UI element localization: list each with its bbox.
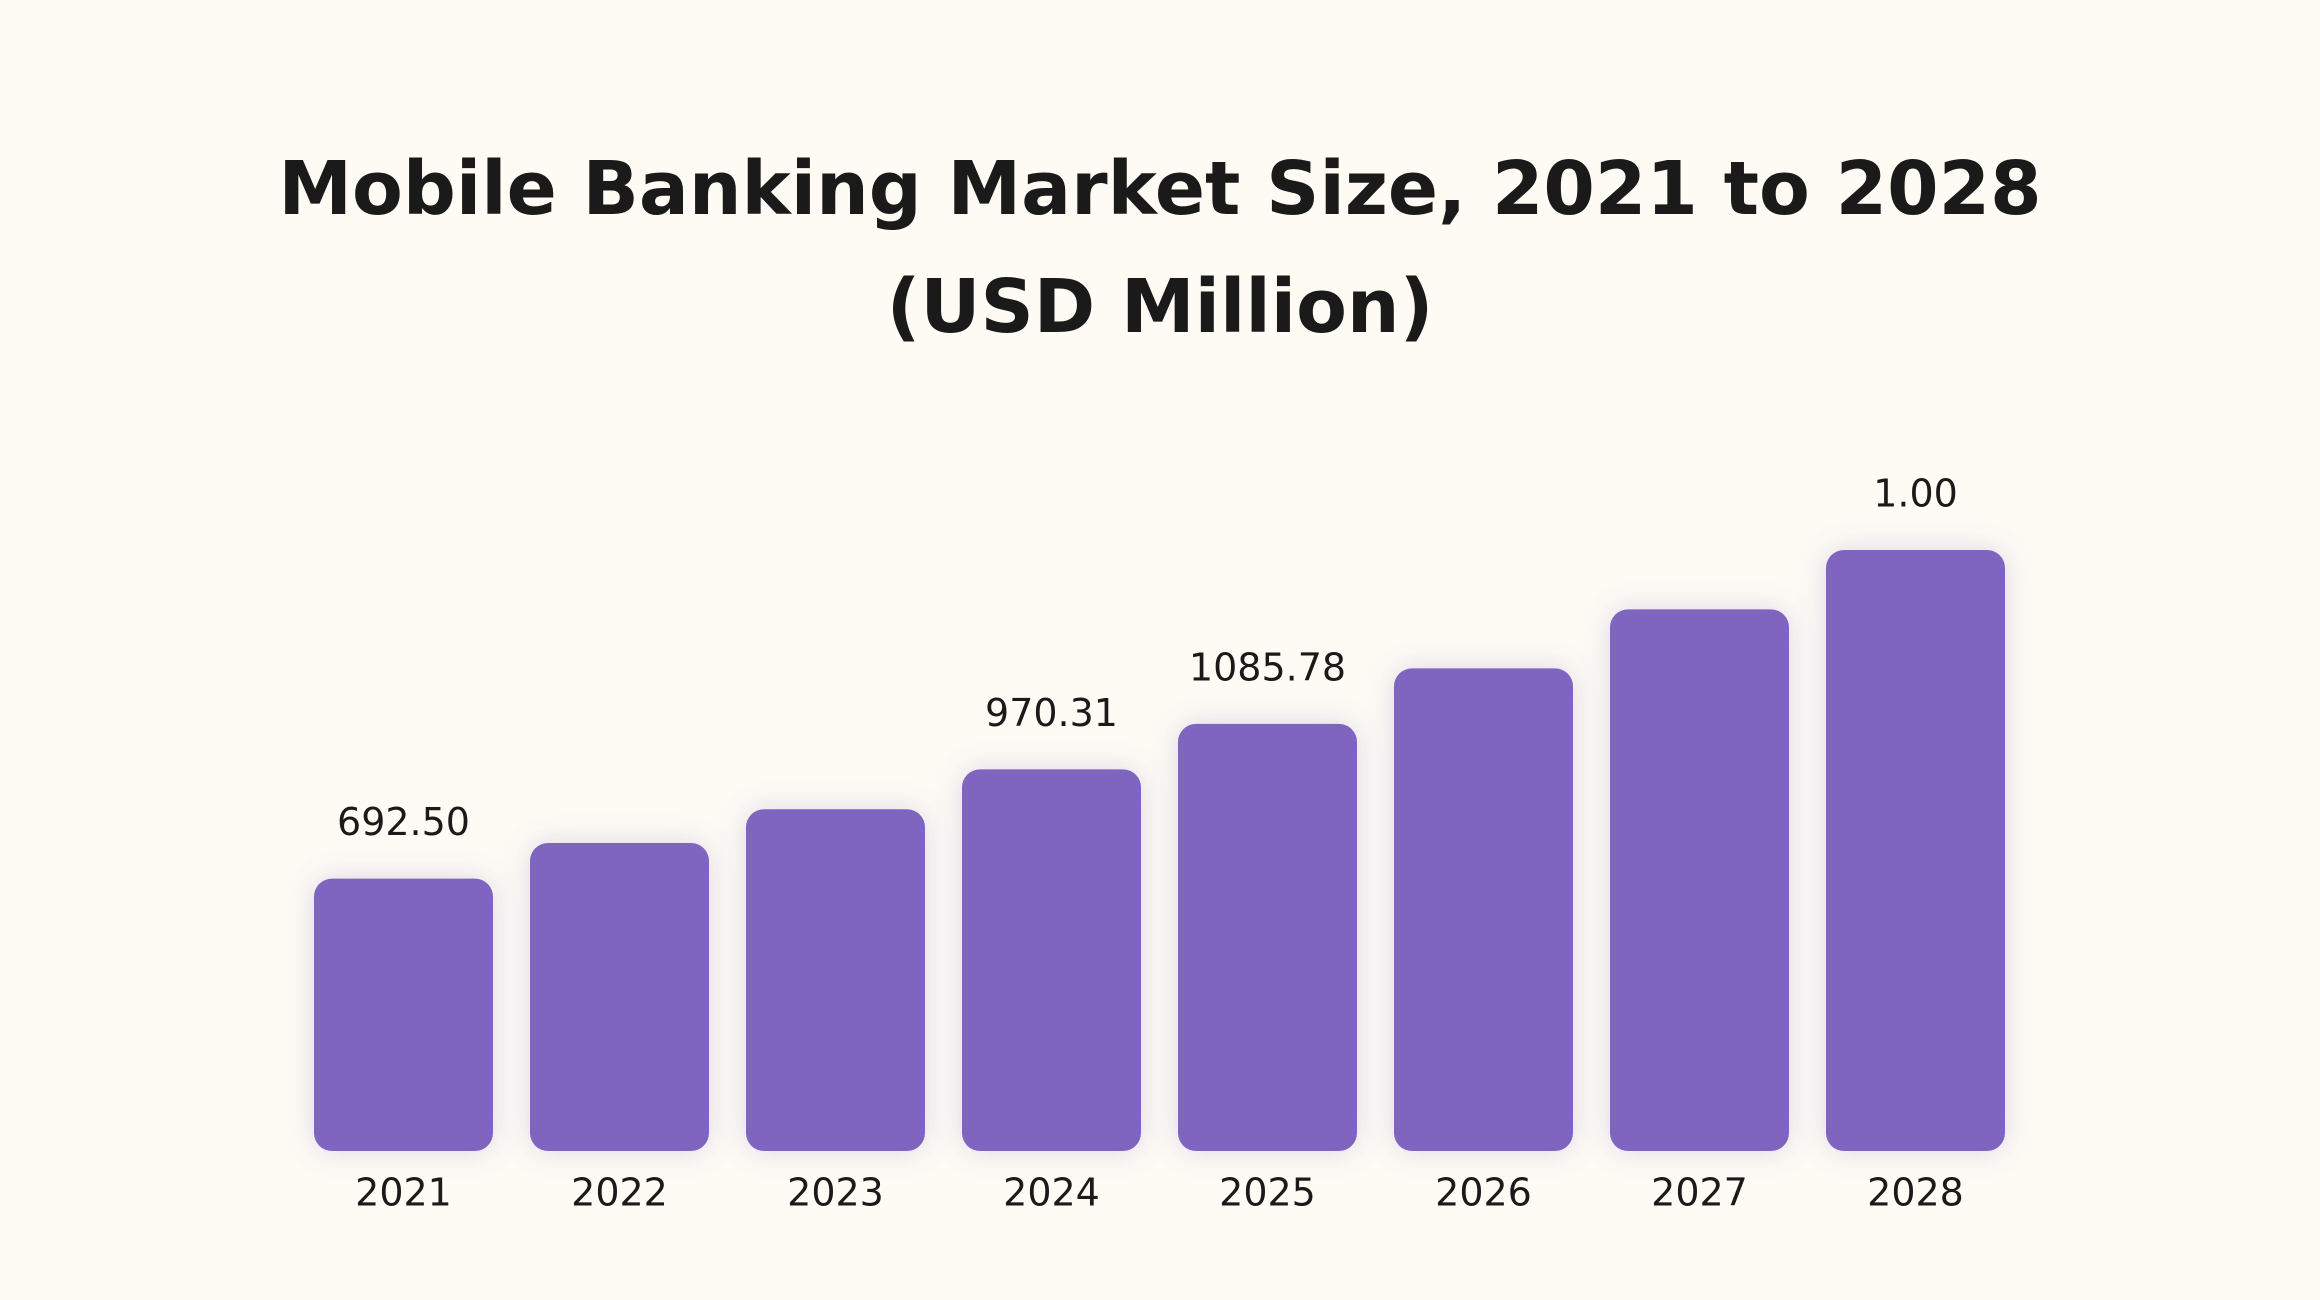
bar [1394,668,1573,1151]
x-tick-label: 2021 [355,1171,452,1215]
bar [746,809,925,1151]
bar [1178,723,1357,1151]
x-tick-label: 2024 [1003,1171,1100,1215]
bar [962,769,1141,1151]
value-label: 692.50 [337,800,470,844]
chart-title: Mobile Banking Market Size, 2021 to 2028… [278,146,2042,350]
x-tick-label: 2025 [1219,1171,1316,1215]
x-tick-label: 2026 [1435,1171,1532,1215]
value-label: 970.31 [985,691,1118,735]
x-tick-label: 2027 [1651,1171,1748,1215]
bar [530,843,709,1151]
bar [1610,609,1789,1151]
bar [1826,550,2005,1151]
x-tick-label: 2028 [1867,1171,1964,1215]
x-tick-label: 2022 [571,1171,668,1215]
annotation: 1.00 [1873,472,1958,516]
value-label: 1085.78 [1189,645,1346,689]
x-tick-label: 2023 [787,1171,884,1215]
bar [314,878,493,1151]
